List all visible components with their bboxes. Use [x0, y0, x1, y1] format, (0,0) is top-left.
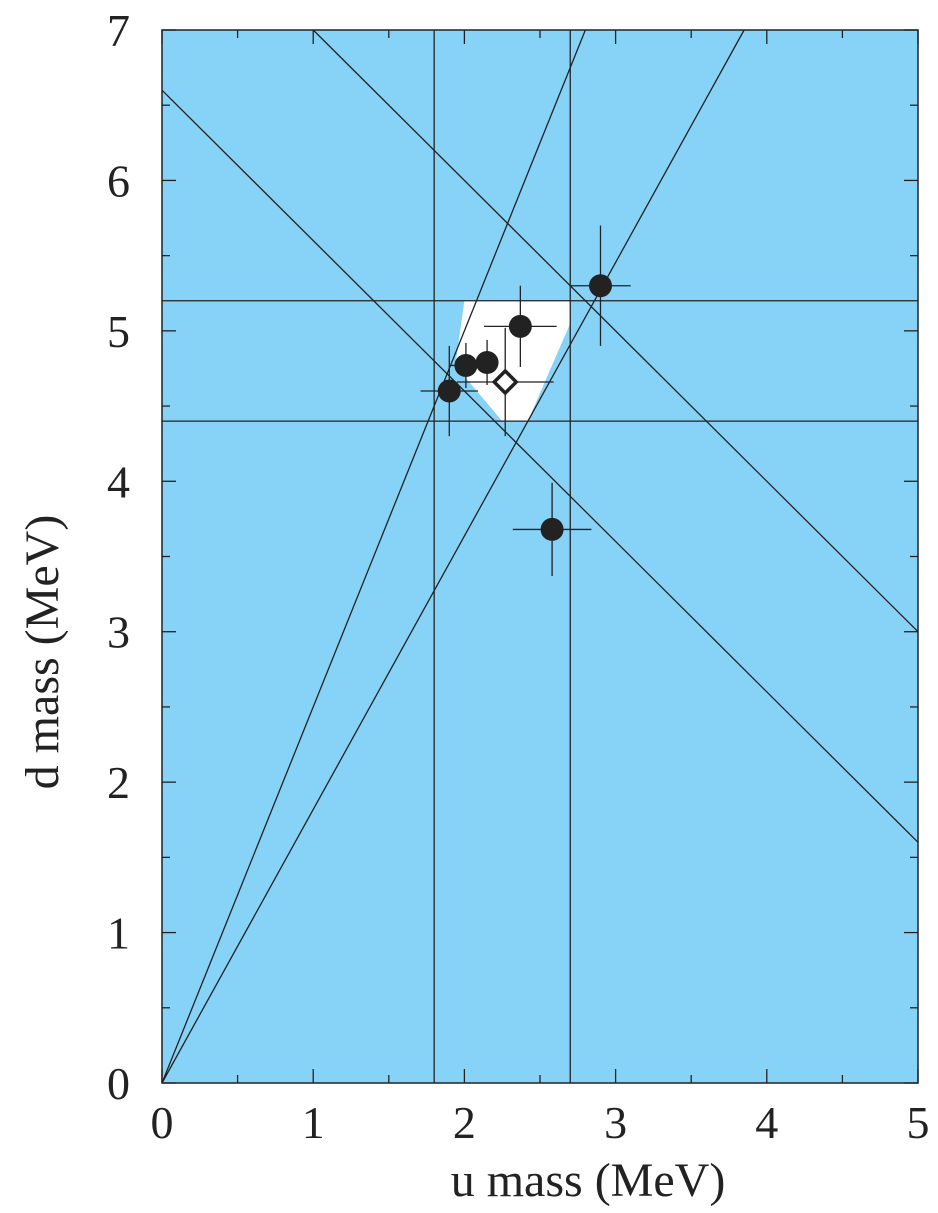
y-tick-label: 6: [107, 155, 130, 206]
x-tick-label: 2: [453, 1097, 476, 1148]
y-tick-label: 3: [107, 607, 130, 658]
allowed-region: [455, 300, 571, 422]
y-axis-title: d mass (MeV): [16, 515, 69, 790]
constraint-line-8: [312, 29, 919, 633]
constraint-lines-layer: [161, 29, 919, 1084]
data-point-7: [456, 327, 554, 437]
y-tick-label: 1: [107, 908, 130, 959]
data-point-5: [570, 225, 631, 346]
constraint-line-5: [161, 29, 586, 1084]
plot-frame: [161, 29, 919, 1084]
filled-circle-marker: [475, 350, 499, 374]
data-point-4: [484, 285, 557, 367]
x-tick-label: 0: [151, 1097, 174, 1148]
tick-labels-layer: 0 1 2 3 4 5 0 1 2 3 4 5 6 7: [107, 5, 930, 1148]
x-axis-title: u mass (MeV): [451, 1154, 726, 1207]
data-point-3: [475, 339, 499, 386]
filled-circle-marker: [588, 274, 612, 298]
x-tick-label: 5: [907, 1097, 930, 1148]
x-tick-label: 3: [604, 1097, 627, 1148]
x-tick-label: 4: [755, 1097, 778, 1148]
data-point-6: [512, 482, 592, 577]
open-diamond-marker: [491, 368, 519, 396]
constraint-line-7: [161, 89, 919, 843]
x-tick-label: 1: [302, 1097, 325, 1148]
y-tick-label: 7: [107, 5, 130, 56]
y-tick-label: 5: [107, 306, 130, 357]
y-tick-label: 2: [107, 757, 130, 808]
filled-circle-marker: [540, 517, 564, 541]
allowed-region-layer: [455, 300, 571, 422]
filled-circle-marker: [508, 314, 532, 338]
data-points-layer: [420, 225, 631, 577]
data-point-1: [420, 345, 479, 437]
filled-circle-marker: [454, 353, 478, 377]
plot-background: [162, 30, 918, 1083]
filled-circle-marker: [437, 379, 461, 403]
y-tick-label: 4: [107, 456, 130, 507]
constraint-line-6: [161, 29, 745, 1084]
y-tick-label: 0: [107, 1058, 130, 1109]
